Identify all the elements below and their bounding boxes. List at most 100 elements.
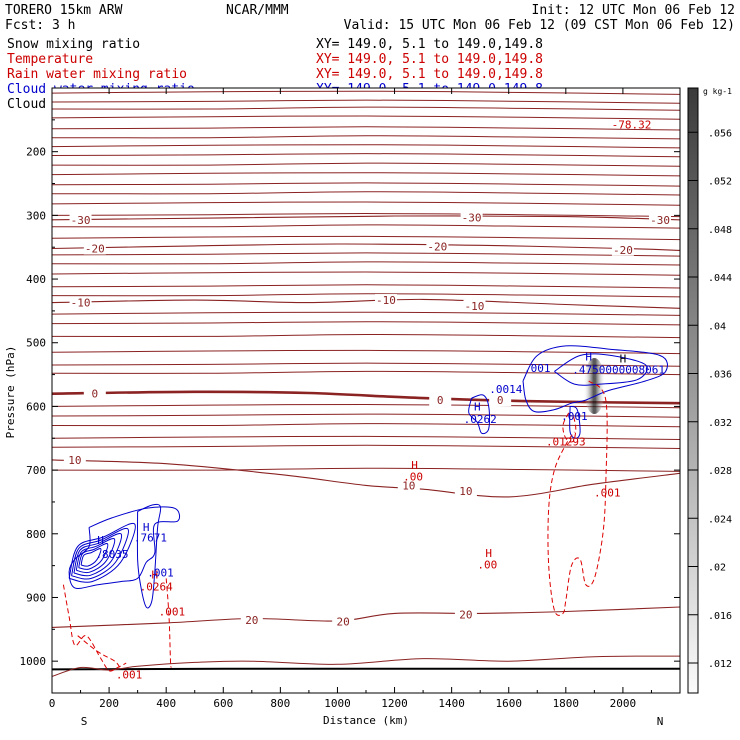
contour-value-label: .001 (159, 605, 186, 618)
isotherm-unlabeled (52, 235, 680, 241)
isotherm-unlabeled (52, 467, 680, 472)
y-tick-label: 500 (26, 337, 46, 350)
x-tick-label: 1400 (438, 697, 465, 710)
isotherm-unlabeled (52, 311, 680, 316)
plot-layer (52, 90, 680, 677)
isotherm-unlabeled (52, 362, 680, 367)
cloud-water-contour (468, 394, 491, 435)
isotherm-unlabeled (52, 403, 680, 409)
contour-value-label: .001 (116, 669, 143, 682)
isotherm-label: -10 (465, 300, 485, 313)
isotherm-label: -10 (71, 297, 91, 310)
contour-value-label: .0264 (140, 581, 173, 594)
x-tick-label: 600 (213, 697, 233, 710)
x-tick-label: 800 (270, 697, 290, 710)
isotherm-label: -10 (376, 294, 396, 307)
isotherm-label: -20 (427, 241, 447, 254)
colorbar-tick-label: .056 (708, 128, 732, 139)
isotherm-label-bg (63, 453, 86, 466)
y-tick-label: 1000 (20, 655, 47, 668)
colorbar-bar (687, 87, 699, 694)
contour-value-label: -78.32 (612, 118, 652, 131)
isotherm-label-bg (426, 240, 449, 253)
legend-xy-1: XY= 149.0, 5.1 to 149.0,149.8 (316, 52, 543, 67)
isotherm-label-bg (429, 394, 452, 407)
colorbar-unit: g kg-1 (703, 87, 732, 96)
colorbar-tick-label: .016 (708, 611, 732, 622)
isotherm-label-bg (397, 479, 420, 492)
isotherm-unlabeled (52, 172, 680, 177)
isotherm-unlabeled (52, 333, 680, 339)
cloud-water-contour (136, 503, 162, 609)
rain-water-contour (165, 578, 172, 668)
cloud-water-contour (71, 527, 129, 580)
x-tick-label: 1000 (324, 697, 351, 710)
isotherm-10 (52, 459, 680, 498)
contour-value-label: .001 (147, 567, 174, 580)
x-axis-label: Distance (km) (323, 714, 409, 727)
isotherm--30 (52, 215, 680, 221)
isotherm-label: 0 (437, 394, 444, 407)
rain-water-contour (77, 635, 121, 670)
isotherm-label-bg (83, 242, 106, 255)
isotherm-label-bg (374, 294, 397, 307)
isotherm-label-bg (454, 485, 477, 498)
isotherm-unlabeled (52, 261, 680, 266)
contour-value-label: .7671 (134, 532, 167, 545)
legend-xy-0: XY= 149.0, 5.1 to 149.0,149.8 (316, 37, 543, 52)
y-axis-label: Pressure (hPa) (4, 346, 17, 439)
isotherm-label-bg (611, 243, 634, 256)
contour-value-label: .01293 (546, 435, 586, 448)
isotherm-label: 10 (459, 485, 472, 498)
isotherm-unlabeled (52, 201, 680, 206)
axes: 0 200 400 600 800 1000 1200 1400 1600 1800 2000200… (20, 88, 680, 710)
isotherm-label: 10 (402, 479, 415, 492)
y-tick-label: 800 (26, 528, 46, 541)
isotherm-label: -20 (85, 242, 105, 255)
colorbar-tick-label: .04 (708, 321, 726, 332)
init-time: Init: 12 UTC Mon 06 Feb 12 (532, 3, 736, 18)
isotherm-unlabeled (52, 191, 680, 196)
isotherm-unlabeled (52, 349, 680, 355)
y-tick-label: 900 (26, 591, 46, 604)
contour-labels: -30 -30 -30 -20 -20 -20 -10 -10 -10 0 0 0 10 10 10 20 20… (63, 118, 672, 682)
isotherm-unlabeled (52, 90, 680, 95)
rain-water-contour (562, 412, 577, 443)
isotherm-unlabeled (52, 284, 680, 289)
colorbar-tick-label: .036 (708, 370, 732, 381)
isotherm-label-bg (489, 394, 512, 407)
y-tick-label: 200 (26, 146, 46, 159)
y-tick-label: 400 (26, 273, 46, 286)
colorbar: g kg-1 .012 .016 .02 .024 .028 .032 .036 .04 .044… (687, 87, 732, 694)
cloud-water-contour (68, 506, 181, 589)
isotherm-label: -30 (650, 214, 670, 227)
x-tick-label: 1600 (495, 697, 522, 710)
isotherm-unlabeled (52, 321, 680, 326)
isotherm-label: -20 (613, 244, 633, 257)
colorbar-tick-label: .044 (708, 273, 732, 284)
isotherm-0 (52, 390, 680, 405)
surface-isotherm (52, 655, 680, 677)
isotherm-unlabeled (52, 212, 680, 218)
surface-line (52, 667, 680, 671)
contour-value-label: .001 (594, 486, 621, 499)
isotherm-unlabeled (52, 423, 680, 428)
contour-value-label: .0262 (464, 413, 497, 426)
isotherm-unlabeled (52, 252, 680, 257)
isotherm-unlabeled (52, 135, 680, 140)
cloud-water-contour (68, 522, 136, 583)
isotherm-unlabeled (52, 162, 680, 167)
isotherm-label-bg (649, 213, 672, 226)
x-tick-label: 0 (49, 697, 56, 710)
legend-name-0: Snow mixing ratio (7, 37, 140, 52)
contour-value-label: H (585, 351, 592, 364)
cloud-water-contour (80, 548, 102, 567)
isotherm-unlabeled (52, 271, 680, 276)
legend-name-2: Rain water mixing ratio (7, 67, 187, 82)
x-tick-label: 400 (156, 697, 176, 710)
isotherm-label: 20 (459, 609, 472, 622)
contour-value-label: H (474, 400, 481, 413)
colorbar-tick-label: .032 (708, 418, 732, 429)
x-end-label-south: S (81, 715, 88, 728)
